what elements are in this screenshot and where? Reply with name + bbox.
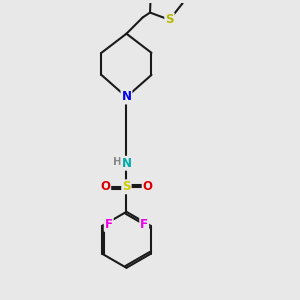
Text: N: N [122,91,131,103]
Text: N: N [122,157,131,170]
Text: S: S [122,180,131,193]
Text: S: S [165,13,174,26]
Text: O: O [100,180,110,193]
Text: F: F [140,218,148,231]
Text: O: O [142,180,153,193]
Text: H: H [112,157,122,167]
Text: F: F [105,218,113,231]
